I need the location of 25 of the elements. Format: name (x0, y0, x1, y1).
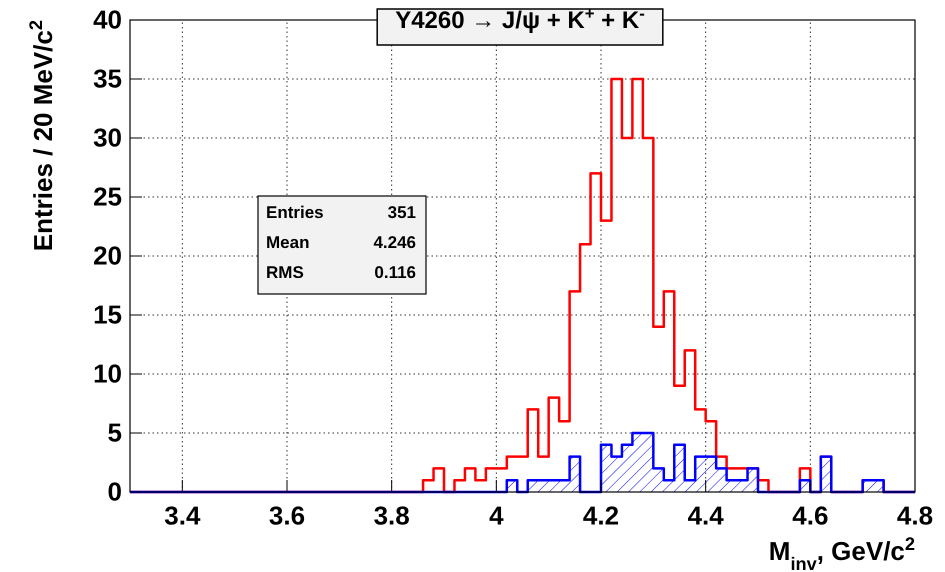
x-tick-label: 4.4 (688, 500, 724, 530)
x-axis-title: M$_{inv}$, GeV/c$^{2}$ (768, 534, 915, 572)
x-tick-label: 4.2 (582, 500, 620, 530)
y-tick-label: 30 (93, 122, 122, 152)
x-tick-label: 3.8 (374, 500, 410, 530)
x-tick-label: 4 (489, 500, 504, 530)
annotation: RMS (266, 263, 304, 282)
annotation: 4.246 (373, 233, 416, 252)
y-tick-label: 0 (108, 476, 122, 506)
y-tick-label: 35 (93, 63, 122, 94)
annotation: Entries (266, 203, 324, 222)
x-tick-label: 4.6 (792, 500, 828, 530)
chart-title: Y4260 → J/ψ + K$^{+}$ + K$^{-}$ (395, 4, 645, 34)
x-tick-label: 3.4 (164, 500, 201, 530)
x-tick-label: 4.8 (896, 500, 934, 530)
annotation: Mean (266, 233, 310, 252)
annotation: 0.116 (374, 263, 416, 282)
y-tick-label: 40 (93, 4, 122, 34)
y-tick-label: 10 (93, 358, 122, 388)
y-tick-label: 5 (108, 417, 122, 448)
y-tick-label: 25 (93, 181, 122, 212)
y-tick-label: 15 (93, 299, 122, 330)
x-tick-label: 3.6 (268, 500, 306, 530)
y-tick-label: 20 (93, 240, 122, 270)
annotation: 351 (388, 203, 416, 222)
